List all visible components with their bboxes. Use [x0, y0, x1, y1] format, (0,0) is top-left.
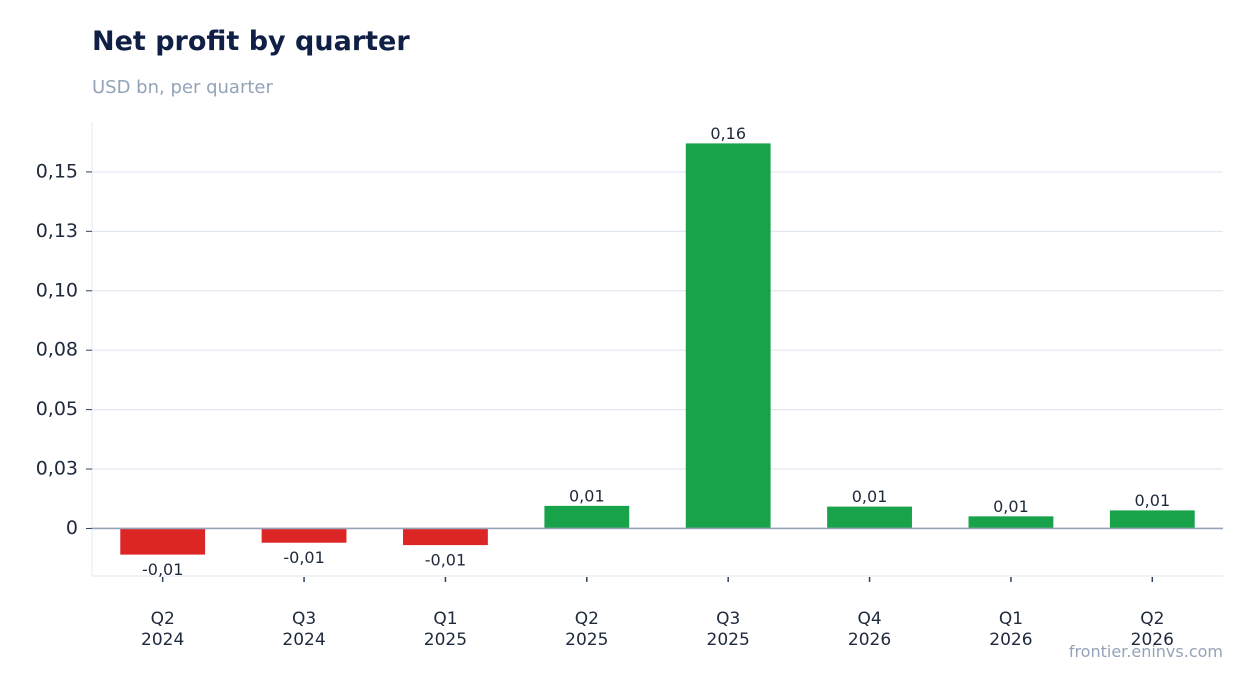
- x-tick-label-quarter: Q4: [857, 609, 881, 629]
- y-tick-label: 0,05: [36, 398, 78, 420]
- y-tick-label: 0,08: [36, 339, 78, 361]
- bar-value-label: 0,01: [852, 487, 888, 506]
- x-tick-label-quarter: Q1: [433, 609, 457, 629]
- x-tick-label-quarter: Q2: [1140, 609, 1164, 629]
- x-tick-label-quarter: Q2: [575, 609, 599, 629]
- bar-value-label: 0,01: [1135, 491, 1171, 510]
- x-tick-label-year: 2026: [989, 630, 1032, 650]
- x-tick-label-quarter: Q1: [999, 609, 1023, 629]
- bar: [261, 528, 347, 543]
- x-tick-label: Q2 2026: [1131, 609, 1174, 650]
- y-tick-label: 0: [66, 517, 78, 539]
- bar: [403, 528, 488, 546]
- source-attribution: frontier.eninvs.com: [1068, 642, 1223, 661]
- x-tick-label: Q3 2024: [282, 609, 325, 650]
- bar-value-label: -0,01: [142, 560, 183, 579]
- bar-value-label: 0,01: [993, 497, 1029, 516]
- x-tick-label-year: 2025: [565, 630, 608, 650]
- x-tick-label-year: 2026: [848, 630, 891, 650]
- y-tick-label: 0,15: [36, 160, 78, 182]
- y-tick-label: 0,03: [36, 458, 78, 480]
- x-tick-label: Q2 2024: [141, 609, 184, 650]
- x-tick-label-year: 2025: [707, 630, 750, 650]
- bar-value-label: -0,01: [425, 551, 466, 570]
- x-tick-label-year: 2025: [424, 630, 467, 650]
- bar: [827, 506, 912, 529]
- chart-subtitle: USD bn, per quarter: [92, 77, 273, 98]
- bar: [968, 516, 1054, 529]
- bar: [120, 528, 206, 555]
- chart-title: Net profit by quarter: [92, 26, 410, 57]
- x-tick-label: Q1 2025: [424, 609, 467, 650]
- x-tick-label: Q4 2026: [848, 609, 891, 650]
- bar: [1109, 510, 1195, 529]
- bar-value-label: 0,16: [710, 124, 746, 143]
- x-tick-label-quarter: Q3: [292, 609, 316, 629]
- y-tick-label: 0,13: [36, 220, 78, 242]
- x-tick-label: Q3 2025: [707, 609, 750, 650]
- bar-value-label: 0,01: [569, 486, 605, 505]
- y-tick-label: 0,10: [36, 279, 78, 301]
- x-tick-label-quarter: Q3: [716, 609, 740, 629]
- x-tick-label-year: 2024: [282, 630, 325, 650]
- bar-value-label: -0,01: [283, 548, 324, 567]
- x-tick-label: Q1 2026: [989, 609, 1032, 650]
- x-tick-label-year: 2024: [141, 630, 184, 650]
- x-tick-label-quarter: Q2: [151, 609, 175, 629]
- x-tick-label-year: 2026: [1131, 630, 1174, 650]
- x-tick-label: Q2 2025: [565, 609, 608, 650]
- bar: [685, 143, 771, 529]
- bar: [544, 505, 630, 529]
